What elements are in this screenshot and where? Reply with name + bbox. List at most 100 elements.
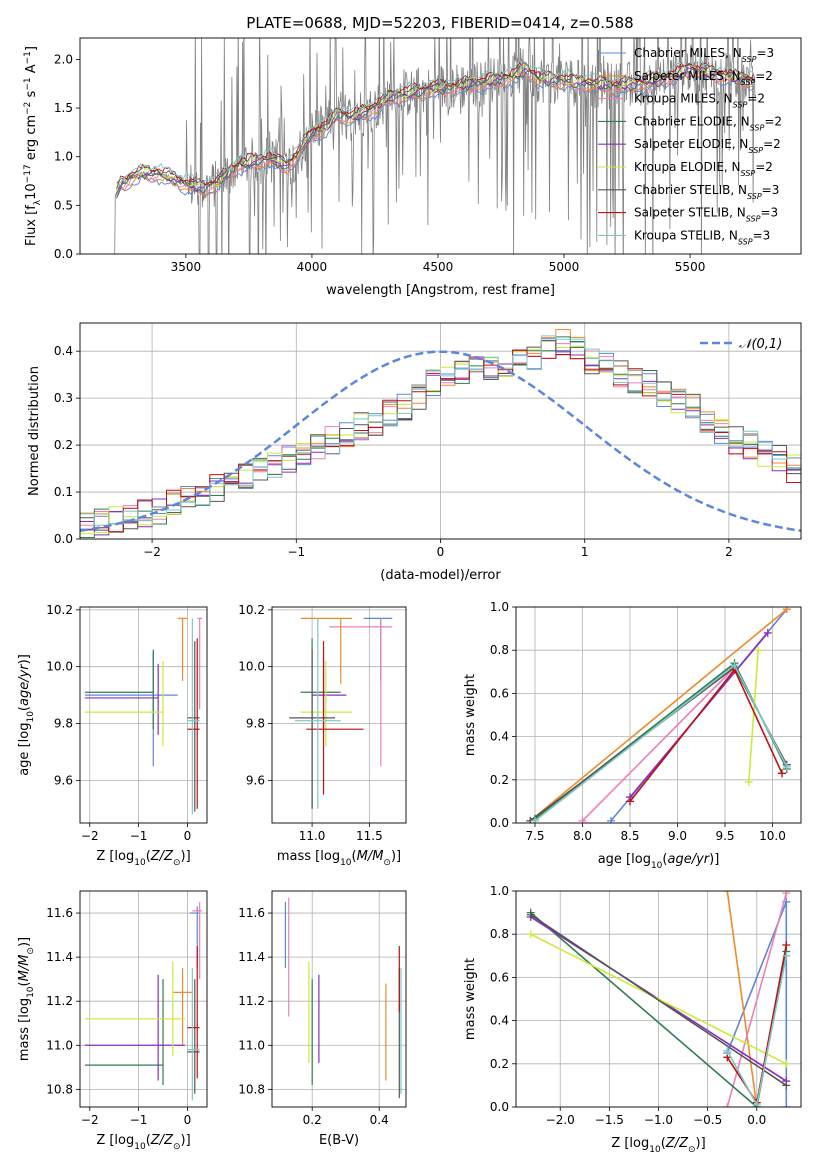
legend-entry: Salpeter ELODIE, NSSP=2	[634, 137, 781, 155]
spectrum-panel: 3500 4000 4500 5000 5500 0.0 0.5 1.0 1.5 2.0 wavel…	[23, 37, 802, 298]
weight-marker	[763, 628, 772, 637]
residual-hist-4	[80, 340, 801, 539]
x-tick-label: −2	[81, 1113, 99, 1127]
weight-marker	[730, 661, 739, 670]
weight-marker	[526, 910, 535, 919]
axes-frame	[271, 890, 407, 1108]
x-tick-label: −2	[81, 829, 99, 843]
mass-vs-Z-ylabel: mass [log10(M/M⊙)]	[17, 937, 36, 1061]
weight-marker	[782, 1103, 791, 1107]
legend-entry: Chabrier MILES, NSSP=3	[634, 46, 774, 64]
residual-hist-6	[80, 340, 801, 539]
x-tick-label: −1.5	[595, 1113, 624, 1127]
x-tick-label: −1	[130, 1113, 148, 1127]
spectrum-legend: Chabrier MILES, NSSP=3 Salpeter MILES, NS…	[598, 46, 782, 246]
errorbar-5	[84, 661, 164, 747]
x-tick-label: −1.0	[644, 1113, 673, 1127]
errorbar-1	[172, 968, 193, 1046]
errorbar-2	[197, 617, 203, 710]
spectrum-xlabel: wavelength [Angstrom, rest frame]	[326, 283, 555, 298]
weight-vs-age-ylabel: mass weight	[463, 674, 478, 756]
x-tick-label: 8.0	[573, 829, 592, 843]
weight-marker	[531, 816, 539, 823]
age-vs-mass-xlabel: mass [log10(M/M⊙)]	[277, 849, 401, 868]
x-tick-label: 8.5	[620, 829, 639, 843]
mass-vs-ebv-panel: 0.2 0.4 10.8 11.0 11.2 11.4 11.6 E(B-V)	[238, 890, 407, 1148]
weight-vs-Z-xlabel: Z [log10(Z/Z⊙)]	[611, 1136, 705, 1155]
weight-marker	[723, 1103, 732, 1107]
y-tick-label: 0.2	[490, 773, 509, 787]
weight-marker	[782, 1081, 791, 1090]
legend-entry: Salpeter MILES, NSSP=2	[634, 69, 773, 87]
weight-vs-Z-plot-area	[526, 891, 791, 1107]
x-tick-label: −1	[130, 829, 148, 843]
legend-entry: Kroupa MILES, NSSP=2	[634, 92, 765, 110]
y-tick-label: 1.5	[54, 101, 73, 115]
mass-vs-ebv-plot-area	[284, 897, 402, 1099]
y-tick-label: 11.4	[238, 950, 265, 964]
y-tick-label: 0.8	[490, 643, 509, 657]
mass-vs-ebv-xlabel: E(B-V)	[319, 1133, 359, 1148]
weight-marker	[752, 1100, 761, 1107]
y-tick-label: 11.6	[238, 906, 265, 920]
errorbar-3	[84, 979, 164, 1085]
x-tick-label: 4000	[297, 260, 328, 274]
weight-marker	[782, 1059, 791, 1068]
errorbar-5	[84, 961, 186, 1057]
y-tick-label: 10.0	[46, 660, 73, 674]
y-tick-label: 9.6	[54, 773, 73, 787]
x-tick-label: 2	[725, 545, 733, 559]
x-tick-label: 9.0	[668, 829, 687, 843]
weight-marker	[607, 816, 615, 823]
model-spectrum-0	[116, 71, 755, 199]
mass-vs-Z-plot-area	[84, 902, 203, 1101]
y-tick-label: 0.3	[54, 391, 73, 405]
y-tick-label: 0.8	[490, 927, 509, 941]
legend-entry: Kroupa ELODIE, NSSP=2	[634, 160, 773, 178]
weight-marker	[578, 816, 587, 823]
weight-series-6	[530, 914, 787, 1087]
residual-hist-2	[80, 343, 801, 539]
y-tick-label: 0.6	[490, 970, 509, 984]
y-tick-label: 0.1	[54, 485, 73, 499]
weight-vs-age-plot-area	[526, 607, 791, 823]
mass-vs-Z-xlabel: Z [log10(Z/Z⊙)]	[96, 1133, 190, 1152]
x-tick-label: 1	[581, 545, 589, 559]
x-tick-label: −0.5	[693, 1113, 722, 1127]
x-tick-label: 0.4	[370, 1113, 389, 1127]
y-tick-label: 0.2	[490, 1057, 509, 1071]
weight-marker	[782, 941, 791, 949]
legend-entry: 𝒩(0,1)	[739, 337, 782, 352]
errorbar-7	[187, 946, 200, 1079]
spectrum-ylabel: Flux [fλ10−17 erg cm−2 s−1 A−1]	[23, 46, 43, 246]
y-tick-label: 9.8	[246, 717, 265, 731]
model-spectrum-6	[116, 61, 755, 189]
weight-series-8	[534, 664, 788, 822]
x-tick-label: 10.0	[759, 829, 786, 843]
x-tick-label: 0	[184, 1113, 192, 1127]
y-tick-label: 11.2	[238, 994, 265, 1008]
residuals-plot-area	[80, 329, 801, 539]
weight-series-1	[726, 891, 758, 1107]
x-tick-label: 0	[437, 545, 445, 559]
y-tick-label: 0.0	[490, 1100, 509, 1114]
errorbar-2	[329, 618, 393, 767]
age-vs-mass-plot-area	[289, 617, 393, 809]
x-tick-label: 7.5	[525, 829, 544, 843]
axes-frame	[515, 606, 802, 824]
y-tick-label: 0.0	[54, 532, 73, 546]
y-tick-label: 11.6	[46, 906, 73, 920]
x-tick-label: −2.0	[546, 1113, 575, 1127]
y-tick-label: 11.0	[238, 1038, 265, 1052]
y-tick-label: 10.0	[238, 660, 265, 674]
x-tick-label: 0.2	[303, 1113, 322, 1127]
legend-entry: Kroupa STELIB, NSSP=3	[634, 228, 770, 246]
weight-marker	[782, 891, 791, 898]
weight-marker	[723, 891, 732, 895]
axes-frame	[79, 322, 802, 540]
x-tick-label: 5500	[675, 260, 706, 274]
age-vs-mass-panel: 11.0 11.5 9.6 9.8 10.0 10.2 mass [log10(M/M⊙)]	[238, 603, 407, 868]
weight-series-1	[529, 608, 788, 822]
y-tick-label: 1.0	[490, 600, 509, 614]
